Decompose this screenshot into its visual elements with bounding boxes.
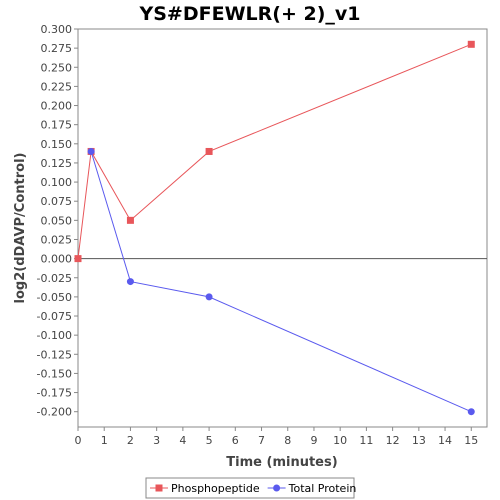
x-tick-label: 4	[179, 434, 186, 447]
y-tick-label: -0.150	[37, 367, 72, 380]
legend-swatch-marker	[155, 484, 163, 492]
x-tick-label: 8	[284, 434, 291, 447]
legend-label: Phosphopeptide	[171, 482, 260, 495]
y-tick-label: -0.125	[37, 348, 72, 361]
data-point	[205, 293, 213, 301]
series-line	[90, 151, 472, 413]
y-tick-label: 0.150	[41, 138, 73, 151]
data-point	[205, 147, 213, 155]
x-tick-label: 15	[464, 434, 478, 447]
x-tick-label: 3	[153, 434, 160, 447]
data-point	[126, 278, 134, 286]
data-point	[467, 40, 475, 48]
x-tick-label: 9	[310, 434, 317, 447]
x-axis-title: Time (minutes)	[226, 455, 337, 470]
y-tick-label: 0.175	[41, 119, 73, 132]
x-tick-label: 1	[101, 434, 108, 447]
x-tick-label: 5	[206, 434, 213, 447]
data-point	[126, 216, 134, 224]
x-tick-label: 14	[438, 434, 452, 447]
y-tick-label: 0.050	[41, 214, 73, 227]
x-tick-label: 10	[333, 434, 347, 447]
y-axis: 0.300 0.275 0.250 0.225 0.200 0.175 0.150 0.125…	[37, 23, 78, 419]
x-tick-label: 6	[232, 434, 239, 447]
y-tick-label: -0.200	[37, 406, 72, 419]
y-tick-label: -0.100	[37, 329, 72, 342]
y-tick-label: 0.250	[41, 61, 73, 74]
y-tick-label: 0.275	[41, 42, 73, 55]
y-tick-label: 0.200	[41, 100, 73, 113]
y-tick-label: 0.300	[41, 23, 73, 36]
x-tick-label: 7	[258, 434, 265, 447]
y-tick-label: -0.025	[37, 272, 72, 285]
y-tick-label: -0.175	[37, 387, 72, 400]
legend-swatch-marker	[273, 484, 281, 492]
y-tick-label: 0.125	[41, 157, 73, 170]
legend: Phosphopeptide Total Protein	[145, 477, 357, 499]
x-tick-label: 12	[386, 434, 400, 447]
data-point	[87, 147, 95, 155]
y-tick-label: -0.075	[37, 310, 72, 323]
x-tick-label: 11	[359, 434, 373, 447]
series-layer	[74, 40, 475, 416]
y-axis-title: log2(dDAVP/Control)	[13, 153, 28, 304]
x-axis: 0 1 2 3 4 5 6 7 8 9 10 11 12 13 14 15	[75, 427, 478, 447]
data-point	[74, 255, 82, 263]
data-point	[467, 408, 475, 416]
y-tick-label: 0.025	[41, 233, 73, 246]
x-tick-label: 0	[75, 434, 82, 447]
legend-box	[145, 477, 355, 499]
y-tick-label: 0.000	[41, 253, 73, 266]
y-tick-label: 0.225	[41, 80, 73, 93]
chart-title: YS#DFEWLR(+ 2)_v1	[139, 3, 361, 25]
legend-label: Total Protein	[288, 482, 357, 495]
y-tick-label: -0.050	[37, 291, 72, 304]
x-tick-label: 13	[412, 434, 426, 447]
y-tick-label: 0.075	[41, 195, 73, 208]
y-tick-label: 0.100	[41, 176, 73, 189]
plot-area	[77, 28, 488, 428]
x-tick-label: 2	[127, 434, 134, 447]
